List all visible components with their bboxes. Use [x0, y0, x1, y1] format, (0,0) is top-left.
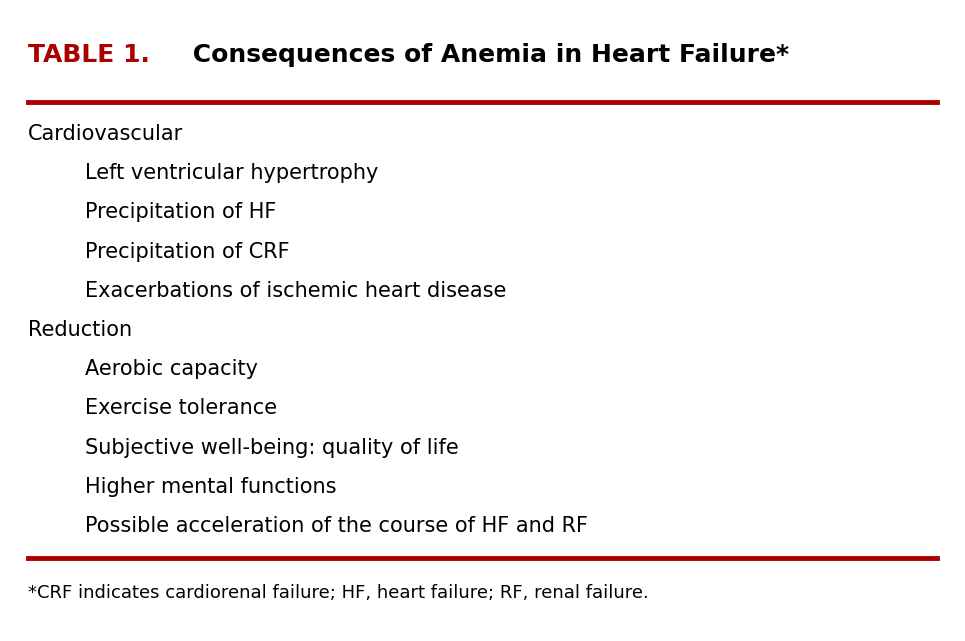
Text: Aerobic capacity: Aerobic capacity: [86, 359, 259, 379]
Text: Consequences of Anemia in Heart Failure*: Consequences of Anemia in Heart Failure*: [184, 43, 789, 67]
Text: Subjective well-being: quality of life: Subjective well-being: quality of life: [86, 438, 459, 458]
Text: Precipitation of HF: Precipitation of HF: [86, 203, 277, 222]
Text: TABLE 1.: TABLE 1.: [28, 43, 150, 67]
Text: Reduction: Reduction: [28, 320, 132, 340]
Text: Possible acceleration of the course of HF and RF: Possible acceleration of the course of H…: [86, 516, 589, 536]
Text: Exercise tolerance: Exercise tolerance: [86, 399, 278, 419]
Text: Cardiovascular: Cardiovascular: [28, 124, 183, 144]
Text: Exacerbations of ischemic heart disease: Exacerbations of ischemic heart disease: [86, 281, 507, 301]
Text: Precipitation of CRF: Precipitation of CRF: [86, 242, 290, 262]
Text: Left ventricular hypertrophy: Left ventricular hypertrophy: [86, 163, 379, 183]
Text: Higher mental functions: Higher mental functions: [86, 477, 337, 497]
Text: *CRF indicates cardiorenal failure; HF, heart failure; RF, renal failure.: *CRF indicates cardiorenal failure; HF, …: [28, 583, 648, 601]
